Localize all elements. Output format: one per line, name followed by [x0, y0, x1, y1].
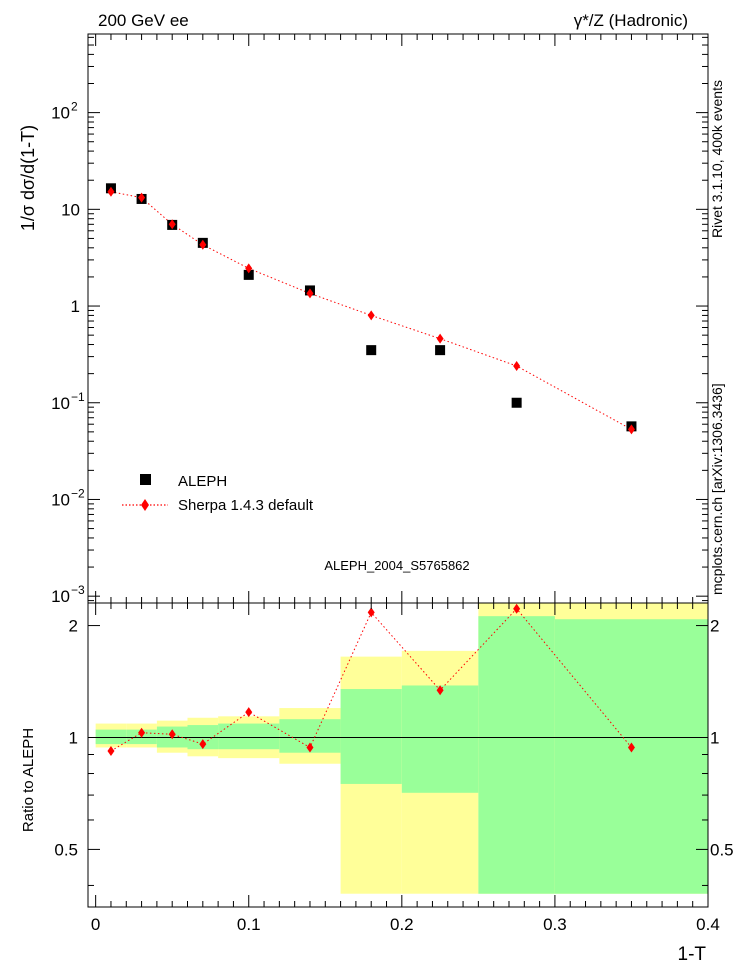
- main-sherpa-point-5: [306, 288, 314, 299]
- aleph-point-8: [511, 397, 522, 408]
- main-ytick-label: 1: [71, 297, 80, 316]
- main-sherpa-point-3: [199, 239, 207, 250]
- main-frame: [87, 33, 709, 604]
- main-sherpa-point-4: [245, 263, 253, 274]
- aleph-point-6: [366, 345, 377, 356]
- source-label: mcplots.cern.ch [arXiv:1306.3436]: [709, 383, 725, 595]
- stat-uncertainty-band-7: [401, 685, 479, 793]
- main-ytick-exponent: −3: [71, 583, 85, 597]
- ratio-sherpa-point-5: [306, 742, 314, 753]
- ratio-xtick-label: 0.4: [696, 915, 720, 934]
- ratio-ytick-label-left: 2: [69, 617, 78, 636]
- ratio-ytick-label-left: 0.5: [54, 840, 78, 859]
- legend-aleph-label: ALEPH: [178, 473, 227, 490]
- stat-uncertainty-band-6: [340, 689, 402, 784]
- rivet-version-label: Rivet 3.1.10, 400k events: [709, 80, 725, 238]
- ratio-sherpa-point-7: [436, 685, 444, 696]
- main-sherpa-point-2: [168, 219, 176, 230]
- ratio-xlabel: 1-T: [678, 944, 707, 965]
- main-ytick-label: 10: [51, 490, 70, 509]
- ratio-ytick-label-right: 1: [710, 728, 719, 747]
- legend-sherpa-marker: [141, 499, 149, 511]
- ratio-ytick-label-right: 2: [710, 617, 719, 636]
- main-ytick-exponent: 2: [71, 100, 78, 114]
- legend: ALEPH Sherpa 1.4.3 default: [122, 473, 314, 514]
- main-sherpa-point-6: [367, 310, 375, 321]
- ratio-sherpa-point-4: [245, 707, 253, 718]
- ratio-sherpa-point-3: [199, 739, 207, 750]
- ratio-sherpa-point-8: [513, 603, 521, 614]
- stat-uncertainty-band-8: [478, 616, 555, 894]
- ratio-xtick-label: 0: [91, 915, 100, 934]
- main-ytick-label: 10: [51, 587, 70, 606]
- legend-sherpa-label: Sherpa 1.4.3 default: [178, 497, 314, 514]
- ratio-sherpa-point-6: [367, 607, 375, 618]
- ratio-ylabel: Ratio to ALEPH: [20, 728, 37, 832]
- main-ytick-exponent: −1: [71, 390, 85, 404]
- main-ylabel: 1/σ dσ/d(1-T): [18, 125, 38, 231]
- ratio-sherpa-point-9: [627, 742, 635, 753]
- ratio-ytick-label-right: 0.5: [710, 840, 734, 859]
- ratio-sherpa-point-0: [107, 745, 115, 756]
- main-sherpa-point-0: [107, 186, 115, 197]
- ratio-xtick-label: 0.1: [237, 915, 261, 934]
- main-sherpa-point-9: [627, 424, 635, 435]
- energy-label: 200 GeV ee: [98, 11, 189, 30]
- ratio-xtick-label: 0.2: [390, 915, 414, 934]
- legend-aleph-marker: [140, 474, 151, 485]
- main-ytick-label: 10: [51, 394, 70, 413]
- main-ytick-label: 10: [51, 104, 70, 123]
- ratio-panel: 0.5 0.5 1 1 2 2 0 0.1 0.2 0.3 0.4: [54, 602, 734, 934]
- stat-uncertainty-band-0: [95, 729, 127, 745]
- main-sherpa-line: [110, 191, 632, 430]
- process-label: γ*/Z (Hadronic): [574, 11, 688, 30]
- main-ytick-exponent: −2: [71, 486, 85, 500]
- main-sherpa-point-7: [436, 333, 444, 344]
- analysis-watermark: ALEPH_2004_S5765862: [324, 558, 469, 573]
- ratio-sherpa-point-2: [168, 729, 176, 740]
- ratio-sherpa-line: [110, 607, 632, 752]
- main-sherpa-point-8: [513, 360, 521, 371]
- main-sherpa-point-1: [138, 192, 146, 203]
- aleph-point-7: [435, 345, 446, 356]
- ratio-sherpa-point-1: [138, 727, 146, 738]
- main-ytick-label: 10: [61, 200, 80, 219]
- stat-uncertainty-band-9: [554, 619, 708, 894]
- stat-uncertainty-band-4: [218, 723, 280, 750]
- ratio-xtick-label: 0.3: [543, 915, 567, 934]
- ratio-ytick-label-left: 1: [69, 728, 78, 747]
- aleph-point-4: [243, 269, 254, 280]
